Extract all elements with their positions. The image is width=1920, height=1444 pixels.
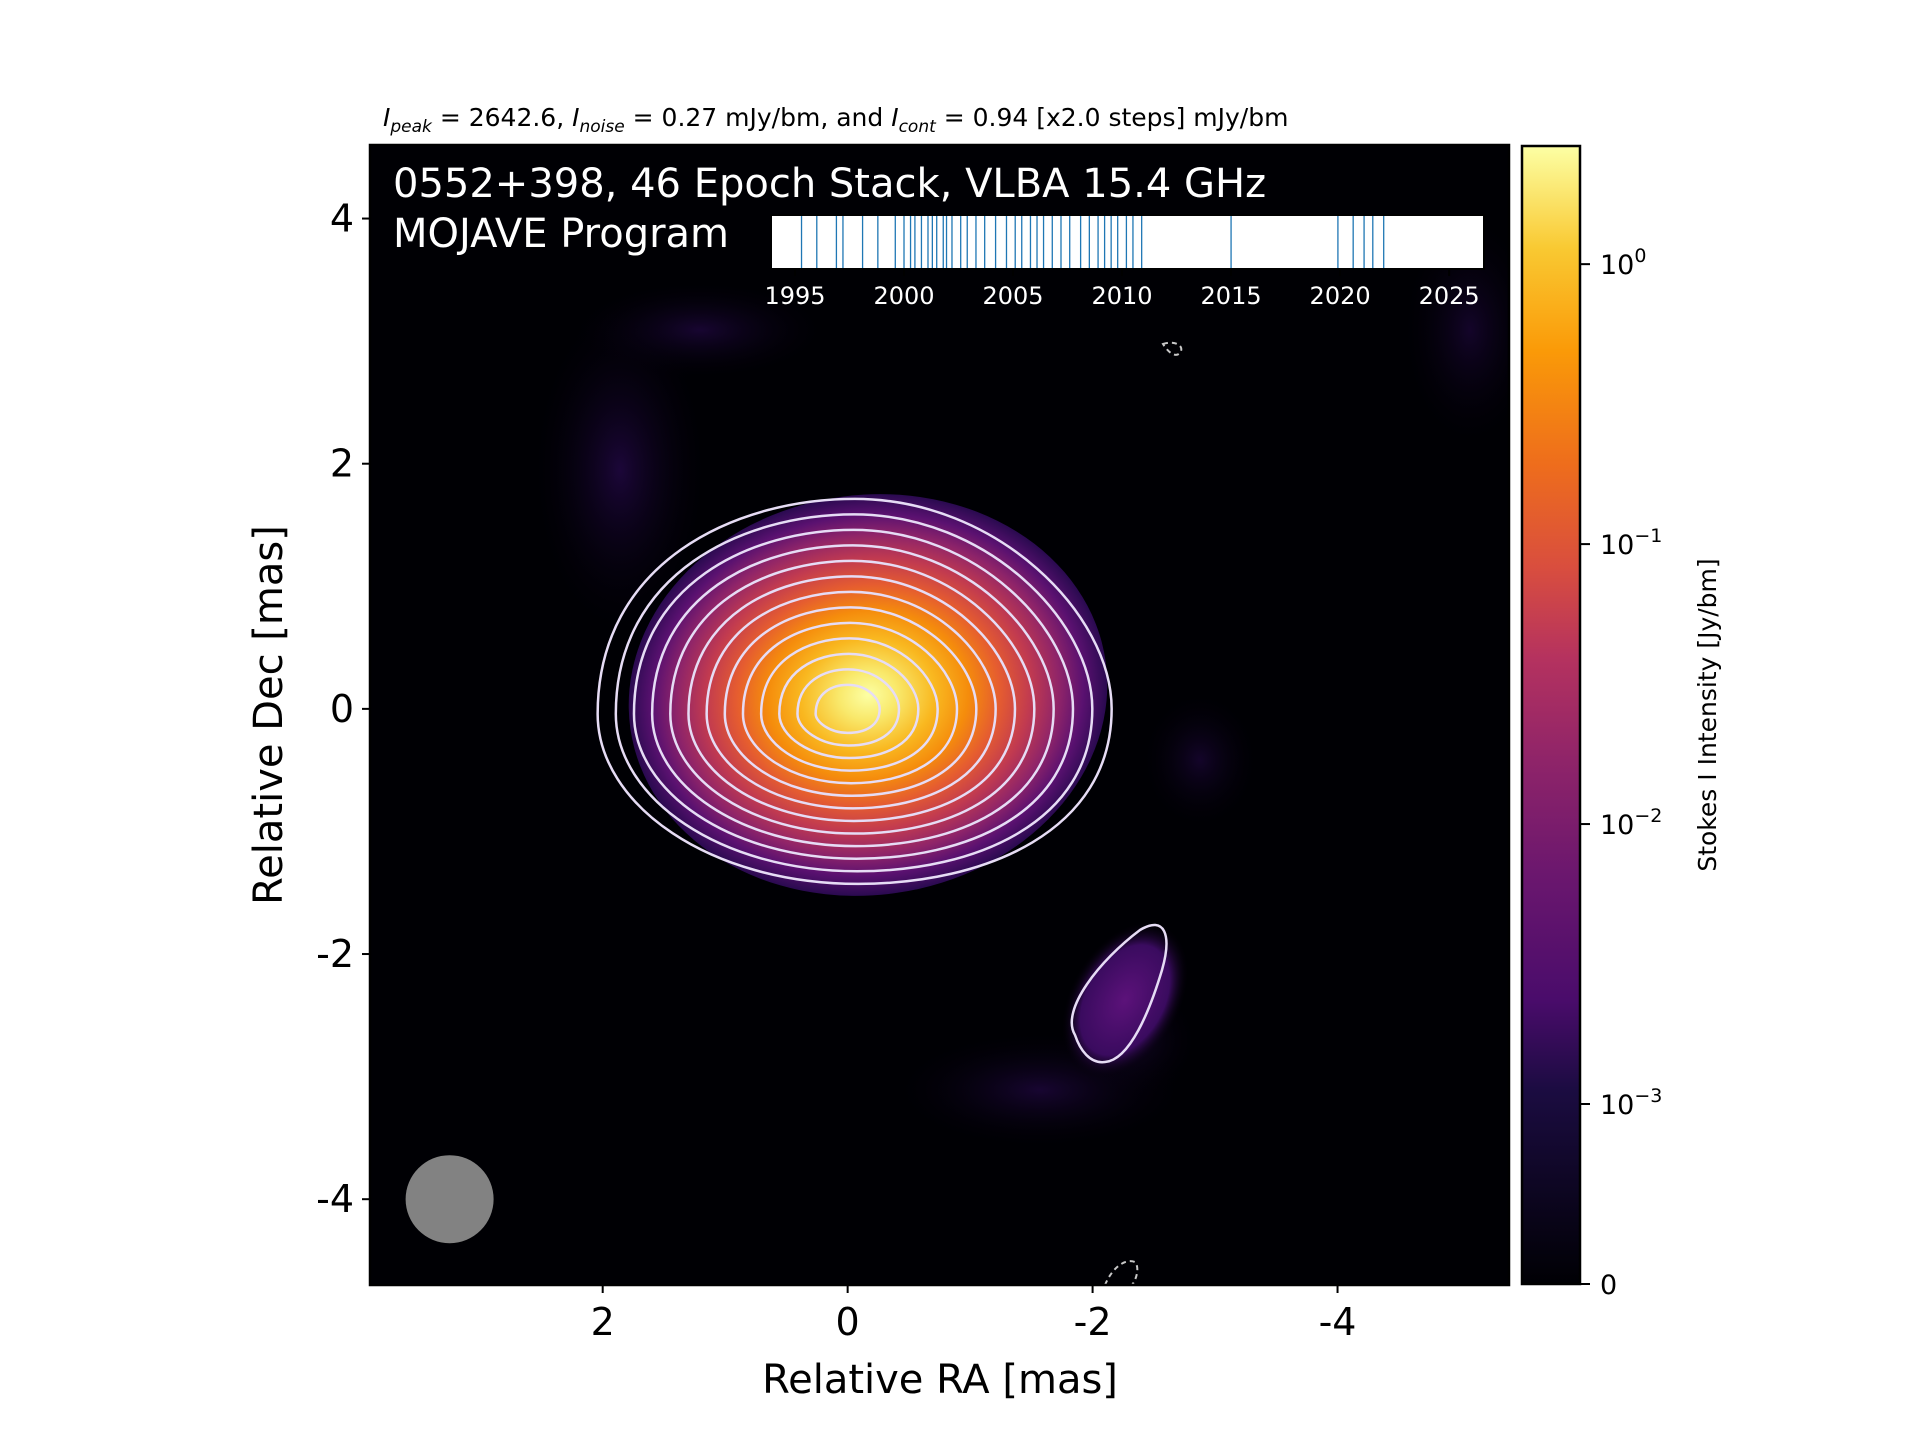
contour-level: [596, 497, 1113, 886]
contour-set: [596, 497, 1113, 886]
epoch-lines: [800, 216, 1385, 268]
contour-level: [705, 590, 997, 810]
x-tick-label: -4: [1319, 1300, 1357, 1344]
intensity-map: [370, 145, 1509, 1285]
colorbar-tick-label: 10−2: [1600, 805, 1662, 841]
haze-region: [570, 280, 830, 380]
contour-level: [723, 606, 978, 798]
secondary-feature-glow: [1061, 921, 1189, 1079]
y-tick-label: 0: [330, 687, 354, 731]
haze-region: [1400, 210, 1509, 450]
colorbar-label: Stokes I Intensity [Jy/bm]: [1693, 558, 1722, 871]
contour-level: [741, 621, 959, 785]
y-axis-label: Relative Dec [mas]: [246, 525, 292, 905]
colorbar: 100 10−1 10−2 10−3 0 Stokes I Intensity [Jy/…: [1520, 144, 1722, 1301]
haze-region: [530, 300, 710, 640]
y-tick-label: 4: [330, 197, 354, 241]
haze-region: [1140, 690, 1260, 830]
epoch-tick-label: 2025: [1419, 282, 1480, 310]
x-axis: 2 0 -2 -4: [591, 1285, 1357, 1344]
restoring-beam: [405, 1155, 494, 1244]
epoch-timeline: 1995 2000 2005 2010 2015 2020 2025: [764, 214, 1485, 310]
plot-title: 0552+398, 46 Epoch Stack, VLBA 15.4 GHz: [393, 161, 1266, 207]
y-tick-label: -2: [316, 932, 354, 976]
epoch-tick-label: 1995: [764, 282, 825, 310]
contour-level: [687, 575, 1017, 823]
contour-level: [796, 668, 901, 747]
x-axis-label: Relative RA [mas]: [762, 1357, 1118, 1403]
plot-frame: [368, 143, 1511, 1287]
colorbar-tick-label: 10−3: [1600, 1085, 1662, 1121]
colorbar-gradient: [1520, 144, 1582, 1286]
x-tick-label: 2: [591, 1300, 615, 1344]
y-tick-label: -4: [316, 1177, 354, 1221]
x-tick-label: 0: [836, 1300, 860, 1344]
x-tick-label: -2: [1074, 1300, 1112, 1344]
epoch-timeline-box: [770, 214, 1485, 270]
colorbar-ticks: 100 10−1 10−2 10−3 0: [1580, 245, 1662, 1301]
contour-level: [814, 683, 881, 735]
negative-contour: [1161, 341, 1183, 356]
plot-subtitle: MOJAVE Program: [393, 211, 729, 257]
contour-level: [778, 652, 920, 760]
colorbar-tick-label: 10−1: [1600, 525, 1662, 561]
contour-level: [669, 559, 1036, 835]
epoch-tick-label: 2010: [1092, 282, 1153, 310]
epoch-tick-label: 2000: [873, 282, 934, 310]
epoch-tick-label: 2020: [1310, 282, 1371, 310]
colorbar-tick-label: 0: [1600, 1270, 1617, 1301]
image-stats-header: Ipeak = 2642.6, Inoise = 0.27 mJy/bm, an…: [383, 103, 1288, 137]
colorbar-tick-label: 100: [1600, 245, 1646, 281]
y-tick-label: 2: [330, 442, 354, 486]
y-axis: 4 2 0 -2 -4: [316, 197, 370, 1221]
contour-level: [759, 637, 939, 772]
epoch-tick-label: 2005: [982, 282, 1043, 310]
contour-level: [614, 513, 1094, 873]
epoch-axis: 1995 2000 2005 2010 2015 2020 2025: [764, 269, 1480, 310]
epoch-tick-label: 2015: [1201, 282, 1262, 310]
contour-level: [632, 528, 1075, 860]
contour-level: [650, 544, 1055, 848]
secondary-contour: [1070, 923, 1168, 1064]
